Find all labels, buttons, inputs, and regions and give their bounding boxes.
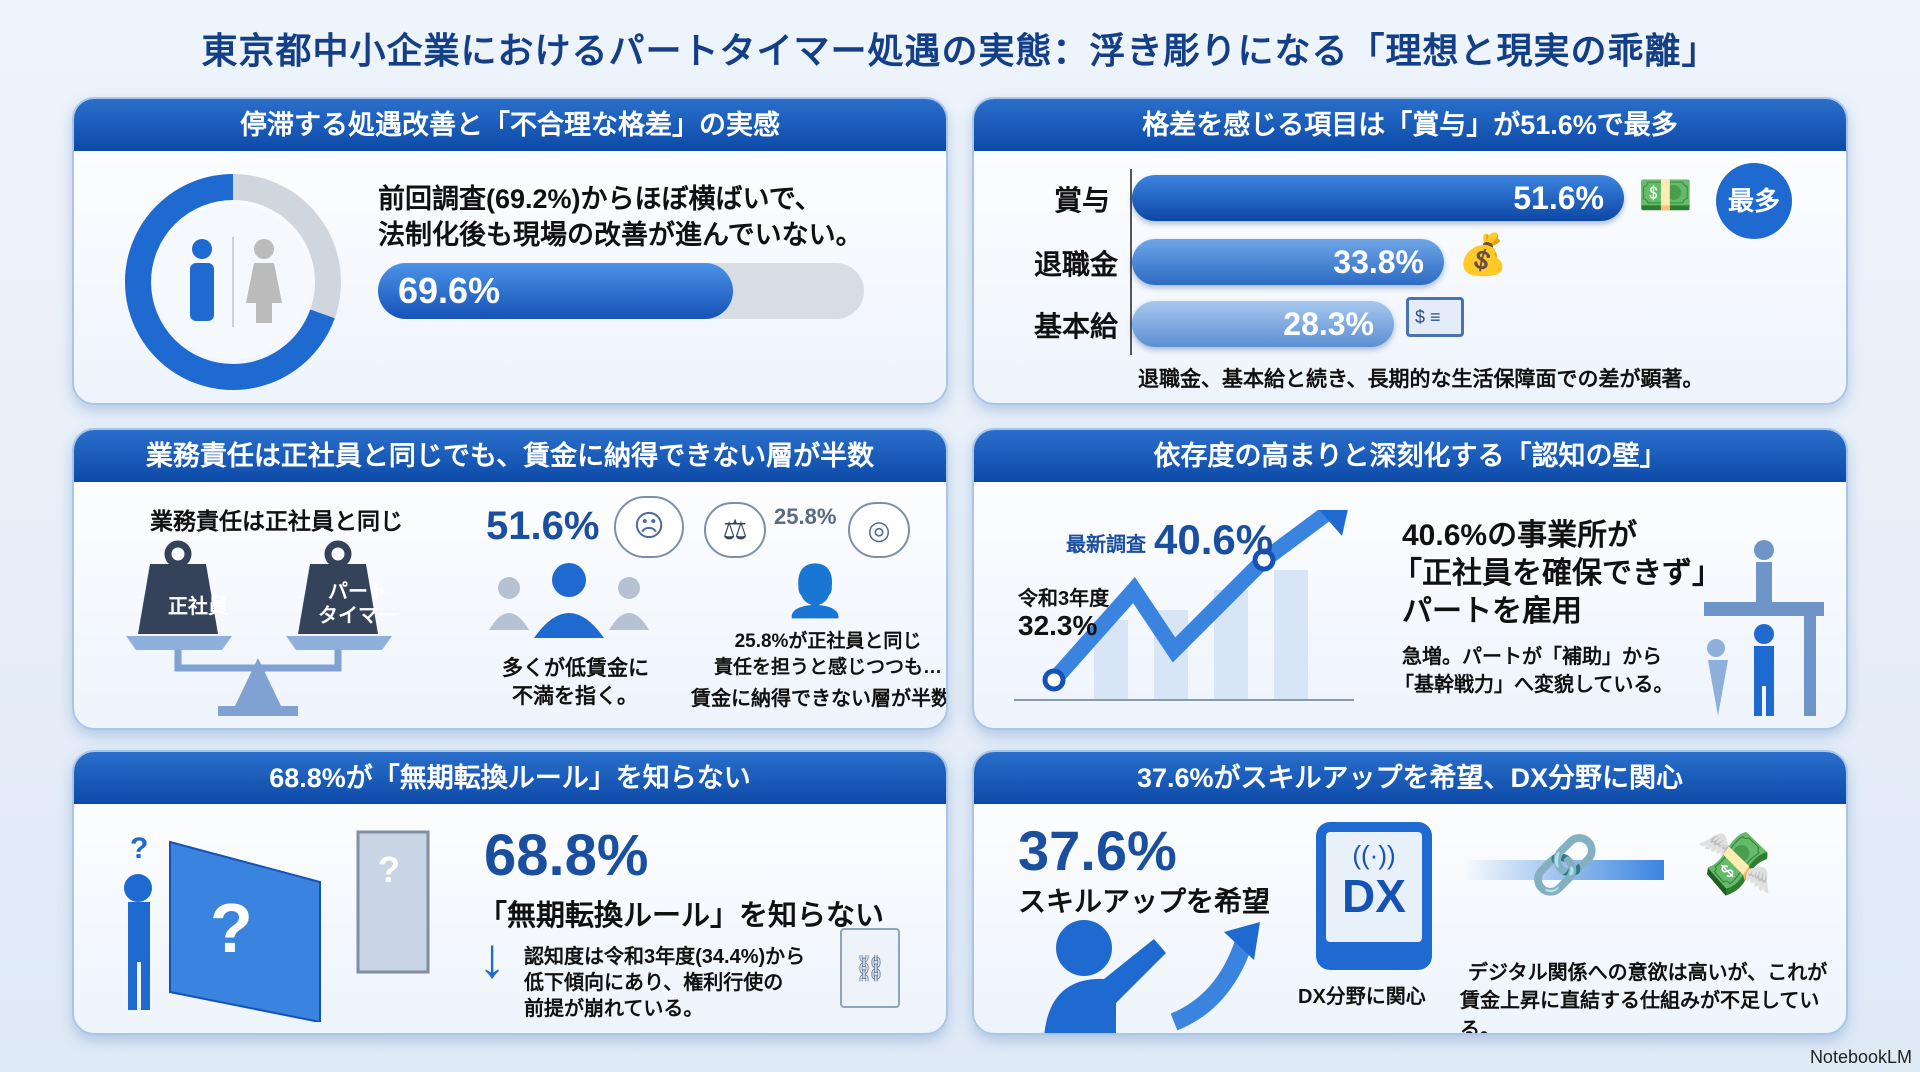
person-pointing-arrow-icon xyxy=(1044,920,1260,1033)
weight-label-regular: 正社員 xyxy=(168,596,228,618)
money-coins-icon: 💵 xyxy=(1638,171,1693,220)
panel-header: 業務責任は正社員と同じでも、賃金に納得できない層が半数 xyxy=(74,430,946,482)
stat-same-text2: 責任を担うと感じつつも… xyxy=(713,657,942,678)
bar-value: 51.6% xyxy=(1513,180,1604,216)
stat-dissatisfied-text2: 不満を指く。 xyxy=(512,685,638,708)
dx-interest-label: DX分野に関心 xyxy=(1298,986,1426,1008)
money-stack-up-icon: 💸 xyxy=(1696,830,1774,899)
bar-label-retirement: 退職金 xyxy=(1034,249,1119,280)
latest-survey-label: 最新調査 xyxy=(1066,534,1146,556)
p4-sub1: 急増。パートが「補助」から xyxy=(1402,646,1662,668)
p1-text-line1: 前回調査(69.2%)からほぼ横ばいで、 xyxy=(378,184,822,214)
p6-sub1: デジタル関係への意欲は高いが、これが xyxy=(1468,962,1828,984)
wifi-icon: ((·)) xyxy=(1352,840,1396,870)
panel-gap-items: 格差を感じる項目は「賞与」が51.6%で最多 賞与 51.6% 退職金 33.8… xyxy=(972,97,1848,405)
speech-bubble-weight-icon: ⚖ xyxy=(704,502,766,558)
progress-fill: 69.6% xyxy=(378,263,733,319)
panel-skill-up: 37.6%がスキルアップを希望、DX分野に関心 37.6% スキルアップを希望 … xyxy=(972,750,1848,1035)
scale-title: 業務責任は正社員と同じ xyxy=(150,508,403,534)
bar-value: 33.8% xyxy=(1333,244,1424,280)
panel-indefinite-rule: 68.8%が「無期転換ルール」を知らない ? ? ? 68.8% 「無期転換ルー… xyxy=(72,750,948,1035)
p4-headline2: 「正社員を確保できず」 xyxy=(1392,557,1722,590)
paycheck-icon: $ ≡ xyxy=(1406,297,1464,337)
speech-bubble-coins-icon: ◎ xyxy=(848,502,910,558)
stat-same-text1: 25.8%が正社員と同じ xyxy=(734,631,922,652)
balance-scale-icon xyxy=(126,540,392,716)
people-supporting-icon xyxy=(1704,540,1824,716)
confused-person-wall-door-icon: ? ? ? xyxy=(124,830,430,1022)
panel-header: 停滞する処遇改善と「不合理な格差」の実感 xyxy=(74,99,946,151)
trend-arrow-chart-icon xyxy=(1014,510,1354,701)
panel-header: 格差を感じる項目は「賞与」が51.6%で最多 xyxy=(974,99,1846,151)
p5-sub2: 低下傾向にあり、権利行使の xyxy=(524,972,784,994)
stat-dissatisfied-text1: 多くが低賃金に xyxy=(502,657,649,680)
p4-sub2: 「基幹戦力」へ変貌している。 xyxy=(1394,674,1674,696)
stat-same-responsibility-value: 25.8% xyxy=(774,504,837,529)
bar-base-pay: 28.3% xyxy=(1132,301,1394,347)
p4-headline3: パートを雇用 xyxy=(1402,595,1582,628)
bar-bonus: 51.6% xyxy=(1132,175,1624,221)
panel-header: 68.8%が「無期転換ルール」を知らない xyxy=(74,752,946,804)
broken-link-icon: 🔗 xyxy=(1530,833,1600,896)
panel-header: 依存度の高まりと深刻化する「認知の壁」 xyxy=(974,430,1846,482)
stat-dissatisfied-value: 51.6% xyxy=(486,504,600,548)
down-arrow-icon: ↓ xyxy=(478,926,506,989)
panel-improvement: 停滞する処遇改善と「不合理な格差」の実感 前回調査(69.2%)からほぼ横ばいで… xyxy=(72,97,948,405)
stat-same-text3: 賃金に納得できない層が半数 xyxy=(691,688,948,710)
prev-year-label: 令和3年度 xyxy=(1018,588,1110,610)
p5-sub3: 前提が崩れている。 xyxy=(524,998,704,1020)
p2-note: 退職金、基本給と続き、長期的な生活保障面での差が顕著。 xyxy=(1138,368,1704,391)
axis-line xyxy=(1130,169,1132,355)
page-title: 東京都中小企業におけるパートタイマー処遇の実態：浮き彫りになる「理想と現実の乖離… xyxy=(201,30,1719,71)
progress-value: 69.6% xyxy=(398,270,501,311)
crowd-icon xyxy=(489,563,649,638)
bar-value: 28.3% xyxy=(1283,306,1374,342)
panel-dependency: 依存度の高まりと深刻化する「認知の壁」 最新調査 40.6% 令和3年度 32.… xyxy=(972,428,1848,730)
progress-track: 69.6% xyxy=(378,263,864,319)
bar-retirement: 33.8% xyxy=(1132,239,1444,285)
p4-headline1: 40.6%の事業所が xyxy=(1402,519,1638,552)
dx-text: DX xyxy=(1342,870,1406,922)
speech-bubble-coins-sad-icon: ☹ xyxy=(614,496,684,558)
p1-text-line2: 法制化後も現場の改善が進んでいない。 xyxy=(378,220,863,250)
svg-text:?: ? xyxy=(210,889,253,967)
weight-label-part-timer: パート タイマー xyxy=(318,581,398,627)
unaware-value: 68.8% xyxy=(484,823,649,888)
donut-people-icon xyxy=(125,174,341,390)
unaware-text: 「無期転換ルール」を知らない xyxy=(478,900,885,932)
svg-text:?: ? xyxy=(130,832,148,865)
money-bag-hand-icon: 💰 xyxy=(1458,233,1508,277)
worker-icon: 👤 xyxy=(784,563,847,619)
bar-label-base-pay: 基本給 xyxy=(1034,311,1119,342)
panel-responsibility: 業務責任は正社員と同じでも、賃金に納得できない層が半数 業務責任は正社員と同じ … xyxy=(72,428,948,730)
bar-label-bonus: 賞与 xyxy=(1054,185,1111,216)
latest-survey-value: 40.6% xyxy=(1154,516,1274,563)
document-broken-chain-icon: ⛓ xyxy=(840,928,900,1008)
skillup-text: スキルアップを希望 xyxy=(1018,886,1271,917)
p5-sub1: 認知度は令和3年度(34.4%)から xyxy=(524,946,806,968)
svg-text:?: ? xyxy=(378,849,400,890)
skillup-value: 37.6% xyxy=(1018,819,1177,882)
p6-sub2: 賃金上昇に直結する仕組みが不足している。 xyxy=(1460,990,1820,1035)
prev-year-value: 32.3% xyxy=(1018,610,1098,641)
notebooklm-watermark: NotebookLM xyxy=(1809,1047,1912,1067)
panel-header: 37.6%がスキルアップを希望、DX分野に関心 xyxy=(974,752,1846,804)
arrow-broken-link-icon xyxy=(1464,860,1664,880)
most-badge: 最多 xyxy=(1716,163,1792,239)
dx-tablet-icon: ((·)) DX xyxy=(1316,822,1432,970)
